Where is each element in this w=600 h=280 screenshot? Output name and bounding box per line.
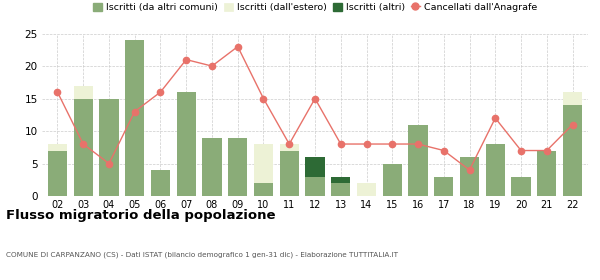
- Bar: [331, 176, 350, 183]
- Bar: [280, 144, 299, 151]
- Legend: Iscritti (da altri comuni), Iscritti (dall'estero), Iscritti (altri), Cancellati: Iscritti (da altri comuni), Iscritti (da…: [93, 3, 537, 12]
- Bar: [202, 137, 221, 196]
- Bar: [48, 144, 67, 151]
- Bar: [176, 92, 196, 196]
- Bar: [383, 164, 402, 196]
- Bar: [305, 176, 325, 196]
- Bar: [254, 144, 273, 183]
- Bar: [460, 157, 479, 196]
- Bar: [74, 99, 93, 196]
- Bar: [305, 157, 325, 176]
- Bar: [48, 151, 67, 196]
- Bar: [537, 151, 556, 196]
- Bar: [125, 40, 145, 196]
- Text: COMUNE DI CARPANZANO (CS) - Dati ISTAT (bilancio demografico 1 gen-31 dic) - Ela: COMUNE DI CARPANZANO (CS) - Dati ISTAT (…: [6, 252, 398, 258]
- Bar: [331, 183, 350, 196]
- Bar: [100, 99, 119, 196]
- Bar: [563, 92, 582, 105]
- Bar: [409, 125, 428, 196]
- Bar: [563, 105, 582, 196]
- Bar: [228, 137, 247, 196]
- Bar: [511, 176, 530, 196]
- Bar: [434, 176, 454, 196]
- Bar: [254, 183, 273, 196]
- Bar: [151, 170, 170, 196]
- Bar: [485, 144, 505, 196]
- Bar: [74, 86, 93, 99]
- Text: Flusso migratorio della popolazione: Flusso migratorio della popolazione: [6, 209, 275, 221]
- Bar: [357, 183, 376, 196]
- Bar: [280, 151, 299, 196]
